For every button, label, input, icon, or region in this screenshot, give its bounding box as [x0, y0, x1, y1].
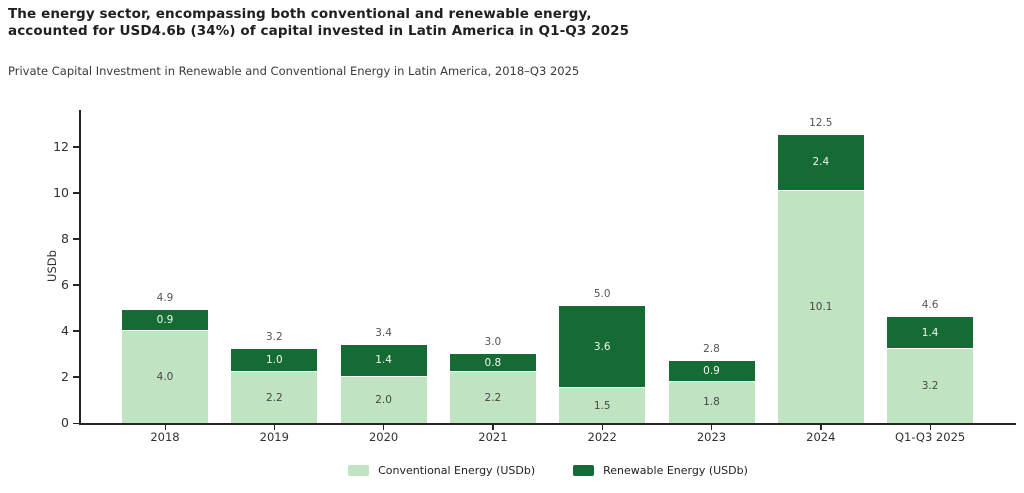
bar-total-label: 12.5	[809, 117, 833, 130]
bar-value-label: 3.6	[593, 340, 611, 353]
bar-total-label: 2.8	[703, 342, 720, 355]
bar-value-label: 4.0	[156, 370, 174, 383]
y-tick-mark	[73, 376, 79, 378]
bar-segment-renewable-2021: 0.8	[449, 353, 536, 373]
bar-segment-conventional-Q1-Q3 2025: 3.2	[887, 349, 974, 423]
bar-value-label: 1.4	[921, 326, 939, 339]
bar-value-label: 0.9	[703, 364, 720, 377]
y-axis-line	[79, 110, 81, 424]
bar-value-label: 3.2	[921, 380, 939, 393]
y-tick-label: 4	[61, 322, 69, 338]
x-axis-line	[79, 423, 1016, 425]
x-tick-mark	[492, 424, 494, 430]
bar-segment-renewable-2022: 3.6	[559, 305, 646, 389]
bar-total-label: 4.6	[921, 299, 939, 312]
legend-item-conventional: Conventional Energy (USDb)	[348, 464, 535, 477]
chart-title: The energy sector, encompassing both con…	[8, 6, 630, 40]
bar-value-label: 1.4	[375, 354, 392, 367]
x-tick-label: 2018	[150, 430, 180, 444]
x-tick-label: 2022	[587, 430, 617, 444]
bar-segment-renewable-2023: 0.9	[668, 360, 755, 382]
chart-subtitle: Private Capital Investment in Renewable …	[8, 64, 580, 78]
bar-segment-conventional-2022: 1.5	[559, 388, 646, 423]
bar-segment-conventional-2018: 4.0	[122, 330, 208, 423]
x-tick-mark	[711, 424, 713, 430]
y-tick-mark	[73, 146, 79, 148]
legend-label: Renewable Energy (USDb)	[603, 464, 748, 477]
x-tick-mark	[383, 424, 385, 430]
chart-legend: Conventional Energy (USDb) Renewable Ener…	[80, 464, 1016, 477]
x-tick-mark	[601, 424, 603, 430]
legend-label: Conventional Energy (USDb)	[378, 464, 536, 477]
bar-value-label: 1.0	[265, 354, 283, 367]
bar-segment-conventional-2021: 2.2	[449, 372, 536, 423]
x-tick-label: 2020	[368, 430, 399, 444]
bar-value-label: 0.9	[156, 314, 174, 327]
bar-segment-conventional-2023: 1.8	[668, 381, 755, 423]
y-tick-mark	[73, 238, 79, 240]
x-tick-label: 2024	[806, 430, 836, 444]
x-tick-label: 2021	[478, 430, 508, 444]
y-tick-mark	[73, 330, 79, 332]
y-tick-label: 10	[53, 184, 69, 200]
bar-total-label: 3.2	[265, 331, 283, 344]
bar-segment-conventional-2024: 10.1	[777, 190, 864, 423]
bar-value-label: 1.8	[703, 396, 720, 409]
bar-value-label: 0.8	[484, 356, 502, 369]
y-tick-mark	[73, 422, 79, 424]
bar-value-label: 2.2	[265, 391, 283, 404]
bar-value-label: 2.2	[484, 391, 502, 404]
bar-segment-renewable-2020: 1.4	[340, 344, 427, 377]
y-tick-label: 8	[61, 230, 69, 246]
bar-value-label: 2.0	[375, 393, 392, 406]
y-tick-mark	[73, 284, 79, 286]
y-tick-mark	[73, 192, 79, 194]
x-tick-label: 2023	[696, 430, 727, 444]
legend-swatch-icon	[573, 465, 595, 476]
y-tick-label: 12	[53, 138, 69, 154]
legend-item-renewable: Renewable Energy (USDb)	[573, 464, 748, 477]
x-tick-mark	[273, 424, 276, 430]
bar-total-label: 5.0	[593, 287, 611, 300]
y-tick-label: 0	[61, 415, 69, 430]
x-tick-mark	[929, 424, 931, 430]
bar-total-label: 3.4	[375, 326, 392, 339]
bar-segment-renewable-Q1-Q3 2025: 1.4	[887, 317, 974, 350]
bar-value-label: 10.1	[809, 300, 833, 313]
y-tick-label: 2	[61, 368, 69, 384]
x-tick-label: Q1-Q3 2025	[894, 430, 966, 444]
y-tick-label: 6	[61, 276, 69, 292]
bar-segment-renewable-2024: 2.4	[777, 135, 864, 191]
bar-value-label: 1.5	[593, 399, 611, 412]
bar-total-label: 4.9	[156, 292, 174, 305]
x-tick-mark	[164, 424, 166, 430]
bar-segment-conventional-2020: 2.0	[340, 376, 427, 423]
bar-value-label: 2.4	[812, 156, 830, 169]
x-tick-mark	[820, 424, 822, 430]
bar-segment-renewable-2018: 0.9	[122, 310, 208, 331]
legend-swatch-icon	[348, 465, 370, 476]
bar-total-label: 3.0	[484, 335, 502, 348]
bar-segment-conventional-2019: 2.2	[231, 372, 318, 423]
x-tick-label: 2019	[259, 430, 289, 444]
bar-segment-renewable-2019: 1.0	[231, 349, 318, 373]
